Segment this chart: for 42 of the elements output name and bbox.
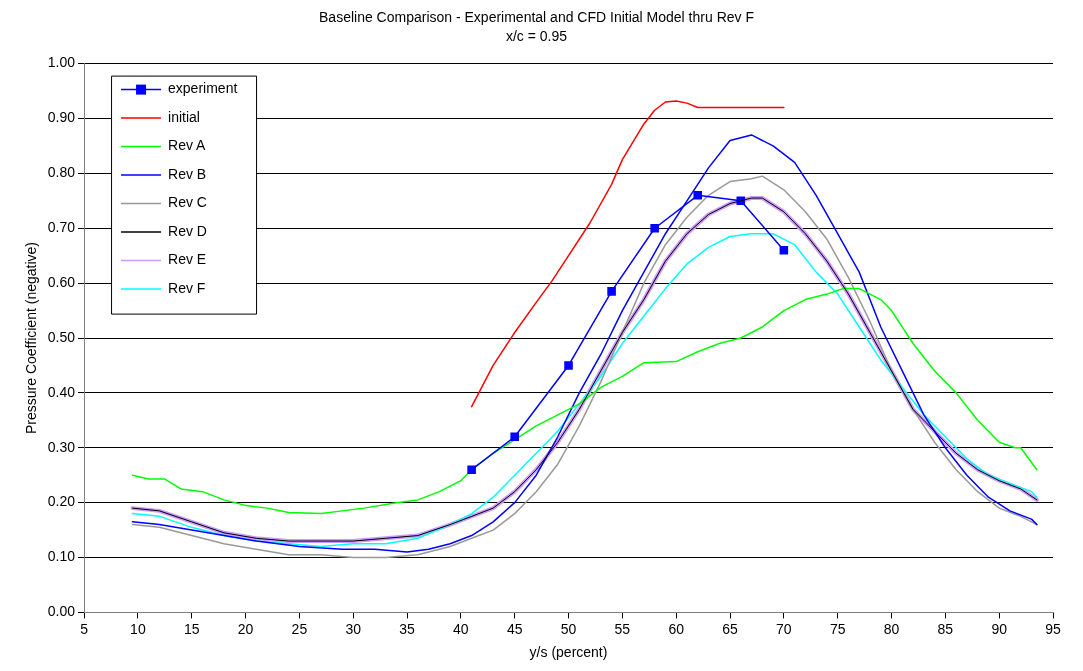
x-tick-label: 60	[668, 620, 685, 637]
legend-label: experiment	[168, 80, 238, 97]
legend-label: Rev D	[168, 222, 207, 239]
y-tick-label: 0.50	[47, 328, 76, 345]
y-tick-label: 0.70	[47, 219, 76, 236]
chart-subtitle: x/c = 0.95	[505, 28, 568, 45]
x-tick-label: 80	[883, 620, 900, 637]
x-axis-title: y/s (percent)	[529, 644, 608, 661]
y-tick-label: 0.60	[47, 273, 76, 290]
x-tick-label: 20	[237, 620, 254, 637]
chart-title: Baseline Comparison - Experimental and CFD Initial Model thru Rev F	[319, 9, 754, 26]
legend-label: Rev F	[168, 279, 206, 296]
y-tick-label: 0.40	[47, 383, 76, 400]
x-tick-label: 40	[453, 620, 469, 637]
x-tick-label: 5	[80, 620, 89, 637]
x-tick-label: 35	[399, 620, 416, 637]
x-tick-label: 65	[722, 620, 739, 637]
x-tick-label: 15	[183, 620, 200, 637]
y-tick-label: 0.30	[47, 438, 76, 455]
legend-label: Rev E	[168, 251, 207, 268]
legend-label: Rev B	[168, 165, 207, 182]
legend-label: initial	[168, 108, 200, 125]
x-tick-label: 45	[506, 620, 523, 637]
y-tick-label: 0.90	[47, 109, 76, 126]
legend-label: Rev C	[168, 194, 207, 211]
x-tick-label: 30	[345, 620, 362, 637]
x-tick-label: 50	[560, 620, 577, 637]
y-tick-label: 0.80	[47, 164, 76, 181]
x-tick-label: 70	[776, 620, 792, 637]
y-tick-label: 0.10	[47, 548, 76, 565]
y-tick-label: 1.00	[47, 54, 76, 71]
x-tick-label: 85	[937, 620, 954, 637]
x-tick-label: 25	[291, 620, 308, 637]
y-tick-label: 0.00	[47, 603, 76, 620]
x-tick-label: 75	[829, 620, 846, 637]
x-tick-label: 90	[991, 620, 1008, 637]
x-tick-label: 55	[614, 620, 631, 637]
y-axis-title: Pressure Coefficient (negative)	[23, 242, 40, 434]
x-tick-label: 95	[1045, 620, 1061, 637]
y-tick-label: 0.20	[47, 493, 76, 510]
legend-label: Rev A	[168, 137, 207, 154]
x-tick-label: 10	[130, 620, 146, 637]
